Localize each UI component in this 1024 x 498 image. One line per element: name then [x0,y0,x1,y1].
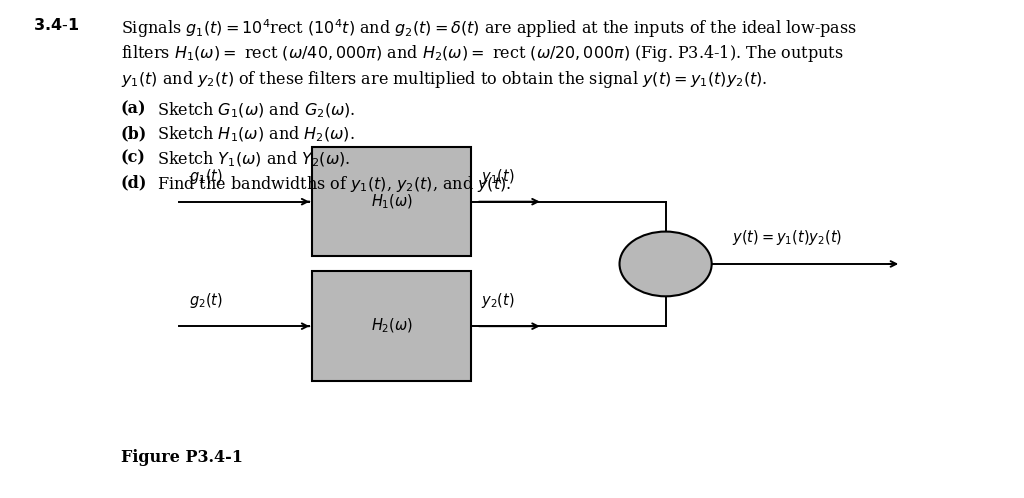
Text: (a): (a) [121,100,146,118]
Text: $y(t) = y_1(t)y_2(t)$: $y(t) = y_1(t)y_2(t)$ [732,228,843,247]
Text: (d): (d) [121,174,147,191]
Ellipse shape [620,232,712,296]
Text: Find the bandwidths of $y_1(t)$, $y_2(t)$, and $y(t)$.: Find the bandwidths of $y_1(t)$, $y_2(t)… [152,174,511,194]
Text: Figure P3.4-1: Figure P3.4-1 [121,449,243,466]
Text: filters $H_1(\omega) =$ rect $(\omega/40, 000\pi)$ and $H_2(\omega) =$ rect $(\o: filters $H_1(\omega) =$ rect $(\omega/40… [121,43,844,64]
Text: $H_2(\omega)$: $H_2(\omega)$ [371,317,413,335]
Bar [312,271,471,381]
Bar [312,147,471,256]
Text: Sketch $H_1(\omega)$ and $H_2(\omega)$.: Sketch $H_1(\omega)$ and $H_2(\omega)$. [152,125,354,144]
Text: $H_1(\omega)$: $H_1(\omega)$ [371,193,413,211]
Text: $y_1(t)$: $y_1(t)$ [481,167,515,186]
Text: $\mathbf{3.4\text{-}1}$: $\mathbf{3.4\text{-}1}$ [33,17,79,34]
Text: $y_1(t)$ and $y_2(t)$ of these filters are multiplied to obtain the signal $y(t): $y_1(t)$ and $y_2(t)$ of these filters a… [121,69,767,90]
Text: Signals $g_1(t) = 10^4$rect $(10^4t)$ and $g_2(t) = \delta(t)$ are applied at th: Signals $g_1(t) = 10^4$rect $(10^4t)$ an… [121,17,857,40]
Text: Sketch $Y_1(\omega)$ and $Y_2(\omega)$.: Sketch $Y_1(\omega)$ and $Y_2(\omega)$. [152,149,350,169]
Text: $g_1(t)$: $g_1(t)$ [189,167,223,186]
Text: Sketch $G_1(\omega)$ and $G_2(\omega)$.: Sketch $G_1(\omega)$ and $G_2(\omega)$. [152,100,355,120]
Text: $g_2(t)$: $g_2(t)$ [189,291,223,310]
Text: (b): (b) [121,125,147,142]
Text: (c): (c) [121,149,145,166]
Text: $y_2(t)$: $y_2(t)$ [481,291,515,310]
